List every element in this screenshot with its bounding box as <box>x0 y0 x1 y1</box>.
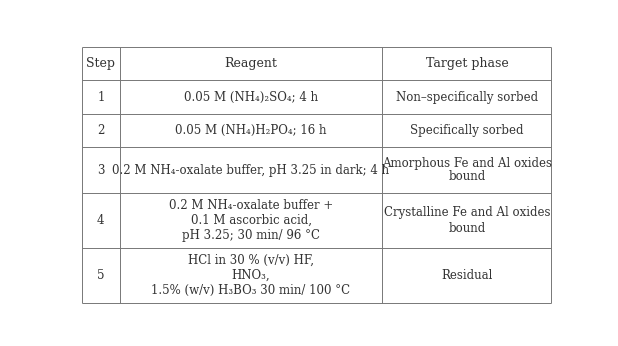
Text: bound: bound <box>448 222 486 235</box>
Text: 0.1 M ascorbic acid,: 0.1 M ascorbic acid, <box>190 214 311 227</box>
Text: 2: 2 <box>97 124 104 137</box>
Text: HCl in 30 % (v/v) HF,: HCl in 30 % (v/v) HF, <box>188 254 314 266</box>
Text: pH 3.25; 30 min/ 96 °C: pH 3.25; 30 min/ 96 °C <box>182 229 320 243</box>
Text: 1: 1 <box>97 91 104 103</box>
Text: Target phase: Target phase <box>426 57 508 70</box>
Text: Step: Step <box>87 57 116 70</box>
Text: 0.05 M (NH₄)H₂PO₄; 16 h: 0.05 M (NH₄)H₂PO₄; 16 h <box>176 124 327 137</box>
Text: 0.05 M (NH₄)₂SO₄; 4 h: 0.05 M (NH₄)₂SO₄; 4 h <box>184 91 318 103</box>
Text: 5: 5 <box>97 269 104 282</box>
Text: Reagent: Reagent <box>224 57 277 70</box>
Text: HNO₃,: HNO₃, <box>232 269 270 282</box>
Text: Amorphous Fe and Al oxides: Amorphous Fe and Al oxides <box>382 157 552 170</box>
Text: 1.5% (w/v) H₃BO₃ 30 min/ 100 °C: 1.5% (w/v) H₃BO₃ 30 min/ 100 °C <box>151 284 350 297</box>
Text: 3: 3 <box>97 164 104 177</box>
Text: Specifically sorbed: Specifically sorbed <box>410 124 523 137</box>
Text: Non–specifically sorbed: Non–specifically sorbed <box>396 91 538 103</box>
Text: 4: 4 <box>97 214 104 227</box>
Text: 0.2 M NH₄-oxalate buffer, pH 3.25 in dark; 4 h: 0.2 M NH₄-oxalate buffer, pH 3.25 in dar… <box>112 164 389 177</box>
Text: Crystalline Fe and Al oxides: Crystalline Fe and Al oxides <box>384 207 550 219</box>
Text: 0.2 M NH₄-oxalate buffer +: 0.2 M NH₄-oxalate buffer + <box>169 199 333 212</box>
Text: Residual: Residual <box>441 269 493 282</box>
Text: bound: bound <box>448 170 486 183</box>
